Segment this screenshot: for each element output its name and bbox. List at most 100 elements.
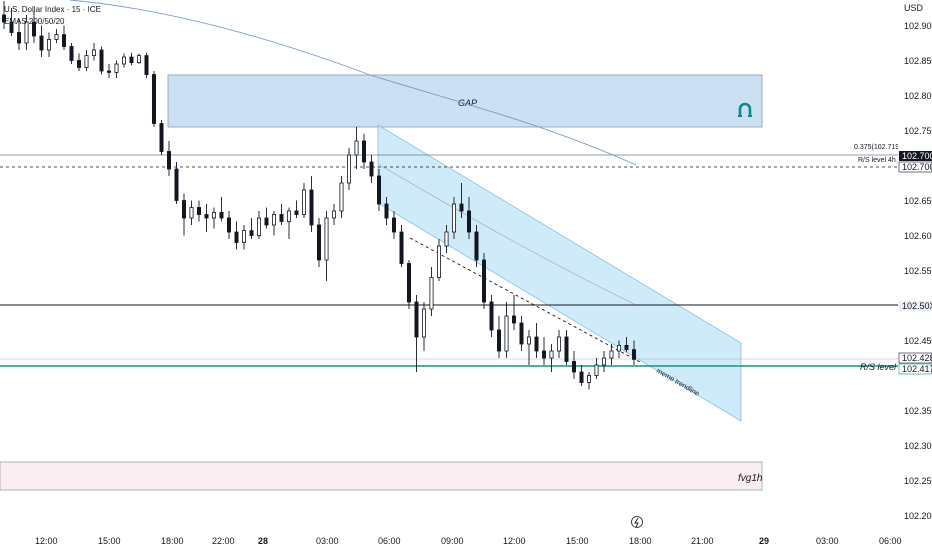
candle[interactable] — [196, 200, 201, 222]
fvg-zone[interactable] — [0, 461, 763, 491]
candle[interactable] — [564, 330, 569, 365]
meme-trendline[interactable] — [409, 237, 641, 363]
candle[interactable] — [331, 204, 336, 225]
candle[interactable] — [512, 295, 517, 330]
price-badge[interactable] — [898, 161, 932, 173]
candle[interactable] — [2, 1, 7, 29]
candle[interactable] — [62, 25, 67, 51]
candle[interactable] — [361, 134, 366, 169]
candle[interactable] — [174, 162, 179, 204]
price-axis[interactable]: USD 102.900 102.850 102.800 102.750 102.… — [898, 0, 932, 530]
candle[interactable] — [542, 337, 547, 365]
candle[interactable] — [376, 169, 381, 211]
candle[interactable] — [466, 197, 471, 239]
candle[interactable] — [39, 25, 44, 58]
candle[interactable] — [406, 260, 411, 309]
candle[interactable] — [459, 183, 464, 218]
candle[interactable] — [279, 204, 284, 225]
candle[interactable] — [211, 207, 216, 229]
candle[interactable] — [504, 302, 509, 358]
candle[interactable] — [602, 351, 607, 372]
candle[interactable] — [549, 344, 554, 372]
candle[interactable] — [181, 193, 186, 236]
candle[interactable] — [159, 120, 164, 155]
candle[interactable] — [391, 211, 396, 239]
candle[interactable] — [226, 211, 231, 239]
candle[interactable] — [234, 221, 239, 250]
candle[interactable] — [527, 330, 532, 365]
candle[interactable] — [489, 295, 494, 337]
candle[interactable] — [249, 218, 254, 239]
candle[interactable] — [519, 316, 524, 351]
magnet-icon[interactable] — [738, 102, 752, 117]
candle[interactable] — [16, 18, 21, 51]
candle[interactable] — [256, 211, 261, 239]
candle[interactable] — [572, 351, 577, 379]
candle[interactable] — [496, 316, 501, 358]
lightning-icon[interactable] — [631, 516, 643, 528]
candle[interactable] — [534, 323, 539, 358]
gap-zone[interactable] — [167, 74, 763, 128]
candle[interactable] — [114, 60, 119, 79]
candle[interactable] — [9, 8, 14, 36]
candle[interactable] — [617, 340, 622, 359]
candle[interactable] — [69, 43, 74, 64]
candle[interactable] — [151, 71, 156, 127]
candle[interactable] — [451, 197, 456, 239]
candle[interactable] — [316, 218, 321, 267]
candle[interactable] — [47, 32, 52, 58]
candle[interactable] — [264, 207, 269, 229]
candle[interactable] — [136, 53, 141, 65]
candle[interactable] — [122, 53, 127, 68]
candle[interactable] — [609, 344, 614, 365]
candle[interactable] — [346, 148, 351, 190]
candle[interactable] — [54, 29, 59, 43]
candle[interactable] — [24, 15, 29, 50]
candle[interactable] — [354, 127, 359, 169]
price-badge[interactable] — [899, 301, 932, 311]
candle[interactable] — [294, 200, 299, 219]
candle[interactable] — [77, 53, 82, 72]
candle[interactable] — [301, 183, 306, 218]
candle[interactable] — [309, 176, 314, 232]
candle[interactable] — [99, 46, 104, 75]
candle[interactable] — [474, 225, 479, 267]
price-badge[interactable] — [898, 352, 932, 364]
candle[interactable] — [129, 52, 134, 66]
candle[interactable] — [399, 225, 404, 267]
candle[interactable] — [632, 340, 637, 366]
candle[interactable] — [384, 197, 389, 225]
rs-level-label: R/S level — [860, 362, 897, 372]
candle[interactable] — [219, 197, 224, 222]
candle[interactable] — [271, 211, 276, 236]
candle[interactable] — [107, 64, 112, 78]
candle[interactable] — [429, 267, 434, 316]
candle[interactable] — [414, 295, 419, 372]
candle[interactable] — [444, 225, 449, 253]
price-badge-dark[interactable] — [899, 151, 932, 161]
candle[interactable] — [579, 365, 584, 386]
candle[interactable] — [481, 253, 486, 309]
time-axis[interactable]: 12:00 15:00 18:00 22:00 28 03:00 06:00 0… — [0, 530, 932, 550]
candle[interactable] — [587, 372, 592, 390]
candle[interactable] — [421, 302, 426, 351]
candle[interactable] — [324, 211, 329, 281]
candle[interactable] — [32, 11, 37, 44]
chart-legend[interactable]: U.S. Dollar Index · 15 · ICE EMAS 200/50… — [4, 4, 101, 28]
candle[interactable] — [369, 155, 374, 183]
candle[interactable] — [286, 207, 291, 240]
candle[interactable] — [189, 200, 194, 226]
candle[interactable] — [624, 337, 629, 353]
candle[interactable] — [436, 239, 441, 281]
candle[interactable] — [204, 204, 209, 232]
candle[interactable] — [557, 330, 562, 358]
candle[interactable] — [594, 358, 599, 379]
candle[interactable] — [144, 52, 149, 78]
candle[interactable] — [339, 176, 344, 218]
candle[interactable] — [166, 141, 171, 176]
candle[interactable] — [92, 43, 97, 61]
candle[interactable] — [84, 50, 89, 71]
price-badge[interactable] — [898, 363, 932, 375]
candle[interactable] — [241, 225, 246, 250]
